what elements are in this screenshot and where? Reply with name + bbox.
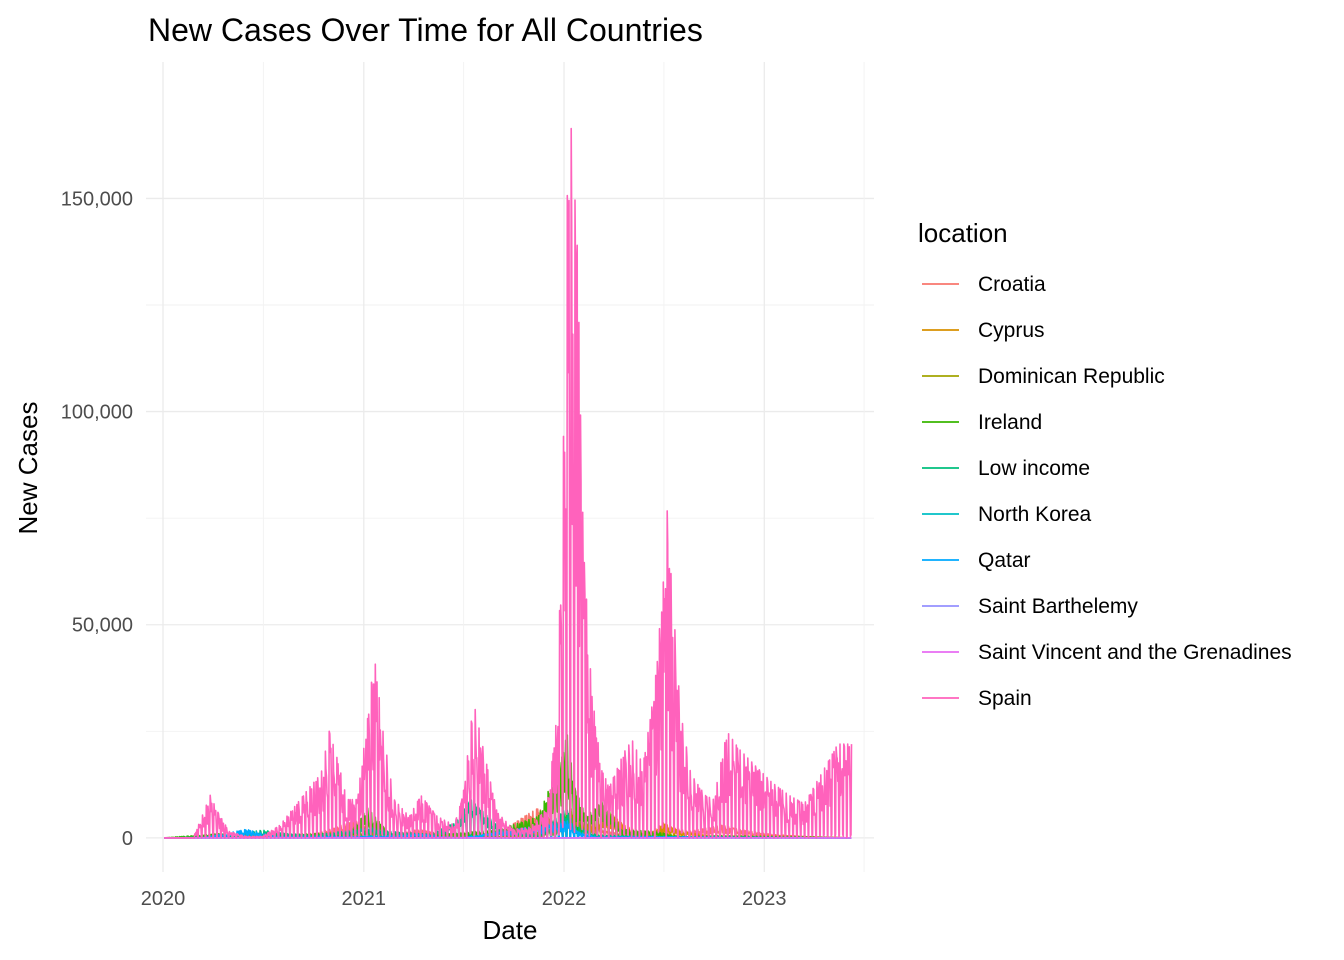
legend: location Croatia Cyprus Dominican Republic…: [918, 218, 1292, 710]
legend-label: Saint Barthelemy: [978, 595, 1138, 618]
x-tick-label: 2023: [742, 888, 787, 910]
y-tick-label: 150,000: [61, 188, 133, 210]
legend-label: Qatar: [978, 549, 1031, 572]
y-tick-label: 100,000: [61, 402, 133, 424]
chart-title: New Cases Over Time for All Countries: [148, 12, 703, 48]
legend-label: Low income: [978, 457, 1090, 480]
x-axis-ticks: 2020 2021 2022 2023: [141, 888, 787, 910]
legend-label: Dominican Republic: [978, 365, 1165, 388]
series-line-spain: [163, 127, 853, 839]
legend-label: Ireland: [978, 411, 1042, 434]
x-tick-label: 2021: [342, 888, 387, 910]
legend-label: Cyprus: [978, 319, 1045, 342]
legend-label: Saint Vincent and the Grenadines: [978, 641, 1292, 664]
grid: [146, 62, 874, 872]
y-tick-label: 0: [122, 828, 133, 850]
x-tick-label: 2022: [542, 888, 587, 910]
x-tick-label: 2020: [141, 888, 186, 910]
y-tick-label: 50,000: [72, 615, 133, 637]
y-axis-title: New Cases: [13, 402, 43, 535]
legend-label: Spain: [978, 687, 1032, 710]
legend-label: North Korea: [978, 503, 1092, 526]
series-lines: [163, 127, 853, 839]
x-axis-title: Date: [483, 915, 538, 945]
legend-label: Croatia: [978, 273, 1046, 296]
y-axis-ticks: 0 50,000 100,000 150,000: [61, 188, 133, 849]
legend-title: location: [918, 218, 1008, 248]
